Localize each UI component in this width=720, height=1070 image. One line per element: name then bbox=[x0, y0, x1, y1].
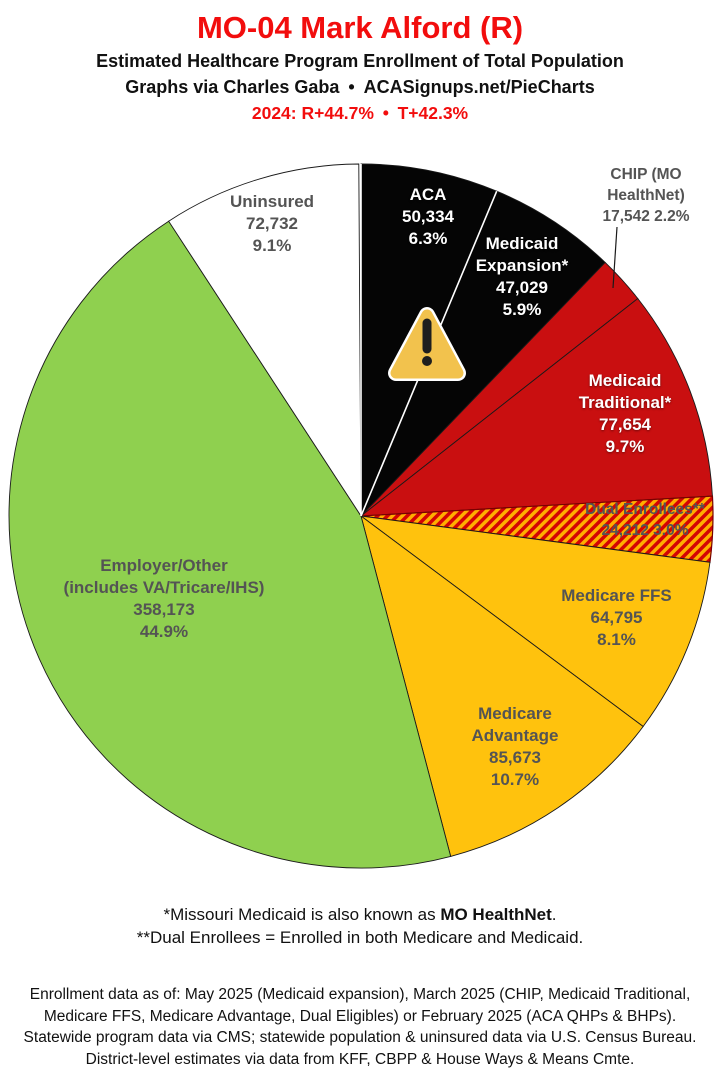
label-dual-enrollees: Dual Enrollees** 24,212 3.0% bbox=[585, 501, 705, 539]
chart-credit: Graphs via Charles Gaba • ACASignups.net… bbox=[125, 77, 595, 97]
label-chip: CHIP (MO HealthNet) 17,542 2.2% bbox=[602, 166, 690, 225]
label-medicare-ffs: Medicare FFS 64,795 8.1% bbox=[561, 586, 672, 649]
page-title: MO-04 Mark Alford (R) bbox=[196, 10, 524, 45]
footnotes: *Missouri Medicaid is also known as MO H… bbox=[0, 903, 720, 949]
pie-slice-employer bbox=[8, 220, 452, 869]
label-medicaid-traditional: Medicaid Traditional* 77,654 9.7% bbox=[578, 371, 672, 456]
disclaimer-line: Enrollment data as of: May 2025 (Medicai… bbox=[29, 986, 691, 1003]
footnote-medicaid: *Missouri Medicaid is also known as MO H… bbox=[163, 905, 557, 924]
label-employer-other: Employer/Other (includes VA/Tricare/IHS)… bbox=[63, 556, 265, 641]
disclaimer-line: District-level estimates via data from K… bbox=[85, 1050, 635, 1068]
footnote-dual: **Dual Enrollees = Enrolled in both Medi… bbox=[136, 928, 584, 947]
label-medicare-advantage: Medicare Advantage 85,673 10.7% bbox=[471, 704, 559, 789]
warning-icon bbox=[388, 307, 466, 381]
disclaimer-line: Statewide program data via CMS; statewid… bbox=[23, 1029, 697, 1046]
label-medicaid-expansion: Medicaid Expansion* 47,029 5.9% bbox=[475, 234, 569, 319]
label-aca: ACA 50,334 6.3% bbox=[402, 185, 454, 248]
disclaimer-line: Medicare FFS, Medicare Advantage, Dual E… bbox=[43, 1007, 677, 1025]
pie-decorations bbox=[360, 164, 618, 517]
chart-header: MO-04 Mark Alford (R) Estimated Healthca… bbox=[0, 8, 720, 126]
pie-slices-group bbox=[8, 163, 714, 869]
label-uninsured: Uninsured 72,732 9.1% bbox=[229, 192, 315, 255]
partisan-lean-line: 2024: R+44.7% • T+42.3% bbox=[251, 103, 469, 123]
pie-slice-traditional bbox=[359, 297, 713, 517]
pie-slice-advantage bbox=[360, 514, 644, 857]
pie-slice-expansion bbox=[360, 190, 606, 517]
chart-subtitle: Estimated Healthcare Program Enrollment … bbox=[96, 51, 624, 71]
chip-leader-line bbox=[612, 226, 618, 289]
pie-slice-ffs bbox=[359, 515, 711, 728]
pie-slice-uninsured bbox=[168, 163, 362, 518]
data-source-disclaimer: Enrollment data as of: May 2025 (Medicai… bbox=[0, 984, 720, 1070]
